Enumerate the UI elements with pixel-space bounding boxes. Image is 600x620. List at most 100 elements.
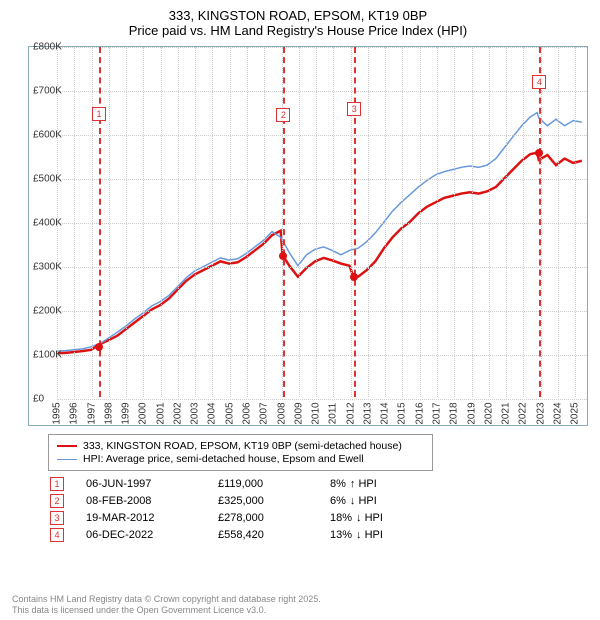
x-axis-label: 2018	[449, 402, 460, 424]
copyright-line-2: This data is licensed under the Open Gov…	[12, 605, 321, 616]
arrow-up-icon: ↑ HPI	[350, 478, 377, 490]
arrow-down-icon: ↓ HPI	[356, 512, 383, 524]
sale-row: 208-FEB-2008£325,0006%↓ HPI	[50, 494, 588, 508]
x-gridline	[247, 47, 248, 397]
x-gridline	[385, 47, 386, 397]
x-gridline	[92, 47, 93, 397]
y-gridline	[57, 223, 587, 224]
sale-diff-pct: 6%	[330, 495, 346, 507]
copyright-notice: Contains HM Land Registry data © Crown c…	[12, 594, 321, 616]
sale-index-box: 1	[50, 477, 64, 491]
x-gridline	[402, 47, 403, 397]
x-gridline	[506, 47, 507, 397]
sale-point-2	[279, 252, 287, 260]
chart-subtitle: Price paid vs. HM Land Registry's House …	[8, 23, 588, 38]
x-gridline	[230, 47, 231, 397]
x-gridline	[437, 47, 438, 397]
sale-date: 08-FEB-2008	[86, 495, 196, 507]
sale-vertical-line	[283, 47, 285, 397]
x-axis-label: 2006	[242, 402, 253, 424]
x-gridline	[454, 47, 455, 397]
x-axis-label: 2005	[224, 402, 235, 424]
x-gridline	[126, 47, 127, 397]
x-axis-label: 2025	[570, 402, 581, 424]
x-gridline	[143, 47, 144, 397]
sale-row: 406-DEC-2022£558,42013%↓ HPI	[50, 528, 588, 542]
sale-diff-pct: 18%	[330, 512, 352, 524]
x-axis-label: 2007	[259, 402, 270, 424]
x-gridline	[109, 47, 110, 397]
series-line-hpi	[57, 113, 582, 351]
sale-diff: 18% ↓ HPI	[330, 512, 383, 524]
y-gridline	[57, 135, 587, 136]
x-gridline	[575, 47, 576, 397]
x-gridline	[57, 47, 58, 397]
x-axis-label: 2023	[535, 402, 546, 424]
sale-row: 319-MAR-2012£278,00018%↓ HPI	[50, 511, 588, 525]
x-axis-label: 2020	[483, 402, 494, 424]
y-gridline	[57, 355, 587, 356]
x-axis-label: 2014	[380, 402, 391, 424]
chart-container: 333, KINGSTON ROAD, EPSOM, KT19 0BP Pric…	[0, 0, 600, 620]
sale-vertical-line	[354, 47, 356, 397]
sale-table: 106-JUN-1997£119,0008%↑ HPI208-FEB-2008£…	[50, 477, 588, 542]
legend-swatch-price-paid	[57, 445, 77, 447]
sale-point-3	[350, 273, 358, 281]
x-gridline	[420, 47, 421, 397]
x-axis-label: 1996	[69, 402, 80, 424]
x-axis-label: 2017	[432, 402, 443, 424]
y-gridline	[57, 47, 587, 48]
x-gridline	[195, 47, 196, 397]
sale-diff-pct: 13%	[330, 529, 352, 541]
x-gridline	[178, 47, 179, 397]
sale-price: £278,000	[218, 512, 308, 524]
x-axis-label: 2024	[552, 402, 563, 424]
y-gridline	[57, 267, 587, 268]
chart-title: 333, KINGSTON ROAD, EPSOM, KT19 0BP	[8, 8, 588, 23]
x-gridline	[558, 47, 559, 397]
sale-marker-1: 1	[92, 107, 106, 121]
x-gridline	[316, 47, 317, 397]
x-axis-label: 2002	[172, 402, 183, 424]
sale-diff-pct: 8%	[330, 478, 346, 490]
arrow-down-icon: ↓ HPI	[356, 529, 383, 541]
x-gridline	[523, 47, 524, 397]
x-axis-label: 1999	[121, 402, 132, 424]
x-axis-label: 2008	[276, 402, 287, 424]
x-gridline	[368, 47, 369, 397]
x-gridline	[333, 47, 334, 397]
x-gridline	[161, 47, 162, 397]
copyright-line-1: Contains HM Land Registry data © Crown c…	[12, 594, 321, 605]
plot-area: £0£100K£200K£300K£400K£500K£600K£700K£80…	[28, 46, 588, 426]
legend-label-hpi: HPI: Average price, semi-detached house,…	[83, 453, 364, 465]
y-axis-label: £0	[33, 394, 44, 405]
x-axis-label: 2004	[207, 402, 218, 424]
x-axis-label: 2003	[190, 402, 201, 424]
x-axis-label: 2013	[362, 402, 373, 424]
sale-marker-4: 4	[532, 75, 546, 89]
x-axis-label: 2000	[138, 402, 149, 424]
legend-row-hpi: HPI: Average price, semi-detached house,…	[57, 453, 424, 465]
x-axis-label: 2009	[293, 402, 304, 424]
x-gridline	[351, 47, 352, 397]
x-axis-label: 2021	[501, 402, 512, 424]
legend: 333, KINGSTON ROAD, EPSOM, KT19 0BP (sem…	[48, 434, 433, 471]
sale-point-1	[95, 343, 103, 351]
y-gridline	[57, 91, 587, 92]
x-axis-label: 1997	[86, 402, 97, 424]
sale-index-box: 3	[50, 511, 64, 525]
x-axis-label: 2015	[397, 402, 408, 424]
sale-price: £119,000	[218, 478, 308, 490]
x-gridline	[489, 47, 490, 397]
sale-vertical-line	[539, 47, 541, 397]
y-gridline	[57, 399, 587, 400]
y-gridline	[57, 311, 587, 312]
sale-marker-2: 2	[276, 108, 290, 122]
legend-swatch-hpi	[57, 459, 77, 460]
x-axis-label: 2011	[328, 403, 339, 425]
sale-point-4	[535, 149, 543, 157]
sale-row: 106-JUN-1997£119,0008%↑ HPI	[50, 477, 588, 491]
x-axis-label: 2016	[414, 402, 425, 424]
x-gridline	[472, 47, 473, 397]
sale-diff: 8% ↑ HPI	[330, 478, 377, 490]
